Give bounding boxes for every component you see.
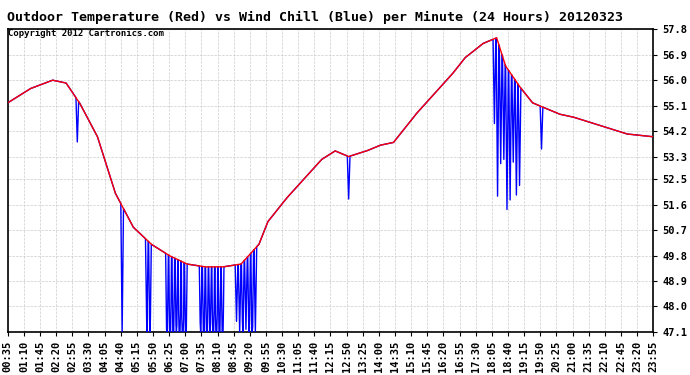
Text: Outdoor Temperature (Red) vs Wind Chill (Blue) per Minute (24 Hours) 20120323: Outdoor Temperature (Red) vs Wind Chill … <box>7 11 623 24</box>
Text: Copyright 2012 Cartronics.com: Copyright 2012 Cartronics.com <box>8 29 164 38</box>
